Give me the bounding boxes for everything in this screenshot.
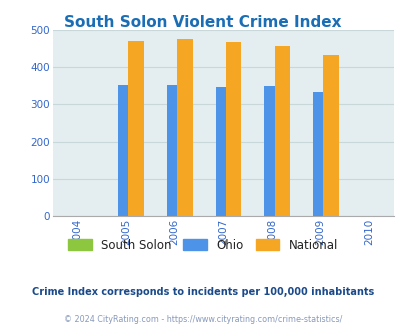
Text: © 2024 CityRating.com - https://www.cityrating.com/crime-statistics/: © 2024 CityRating.com - https://www.city…: [64, 315, 341, 324]
Bar: [225, 42, 241, 216]
Text: South Solon Violent Crime Index: South Solon Violent Crime Index: [64, 15, 341, 30]
Bar: [166, 85, 182, 216]
Bar: [215, 87, 230, 216]
Bar: [264, 86, 279, 216]
Legend: South Solon, Ohio, National: South Solon, Ohio, National: [63, 234, 342, 256]
Bar: [177, 39, 192, 216]
Bar: [312, 92, 328, 216]
Bar: [322, 55, 338, 216]
Bar: [118, 85, 133, 216]
Bar: [128, 41, 144, 216]
Bar: [274, 47, 290, 216]
Text: Crime Index corresponds to incidents per 100,000 inhabitants: Crime Index corresponds to incidents per…: [32, 287, 373, 297]
